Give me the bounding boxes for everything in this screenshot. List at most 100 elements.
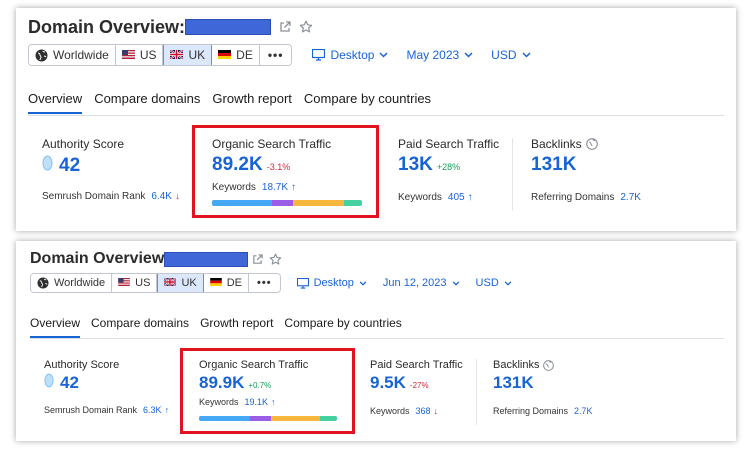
de-flag-icon <box>218 48 232 62</box>
db-uk-label: UK <box>181 277 197 289</box>
external-link-icon[interactable] <box>279 21 291 33</box>
paid-keywords-arrow: ↑ <box>467 192 473 203</box>
device-dropdown[interactable]: Desktop <box>312 48 388 62</box>
db-us-label: US <box>135 277 151 289</box>
paid-traffic-card: Paid Search Traffic 13K +28% Keywords 40… <box>398 137 499 203</box>
db-de-label: DE <box>226 277 242 289</box>
organic-keywords-arrow: ↑ <box>291 182 297 193</box>
domain-rank-row: Semrush Domain Rank 6.3K ↑ <box>44 405 169 415</box>
backlinks-label: Backlinks <box>493 359 540 371</box>
backlinks-value[interactable]: 131K <box>493 373 534 392</box>
traffic-distribution-bar[interactable] <box>212 200 362 206</box>
traffic-distribution-bar[interactable] <box>199 416 337 421</box>
db-us[interactable]: US <box>112 274 158 292</box>
currency-dropdown[interactable]: USD <box>491 48 531 62</box>
db-us[interactable]: US <box>115 45 164 65</box>
domain-rank-label: Semrush Domain Rank <box>42 191 146 202</box>
db-de[interactable]: DE <box>212 45 260 65</box>
paid-keywords-row: Keywords 368 ↓ <box>370 406 463 416</box>
traffic-bar-segment <box>293 200 344 206</box>
tab-bar: Overview Compare domains Growth report C… <box>30 316 402 338</box>
more-databases-button[interactable]: ••• <box>249 274 280 292</box>
referring-domains-value[interactable]: 2.7K <box>574 406 593 416</box>
tab-growth-report[interactable]: Growth report <box>212 91 292 106</box>
metric-divider <box>512 138 513 210</box>
tab-overview[interactable]: Overview <box>30 316 81 338</box>
paid-keywords-value[interactable]: 368 <box>415 406 431 416</box>
backlinks-label-row: Backlinks <box>531 137 641 151</box>
domain-rank-label: Semrush Domain Rank <box>44 405 138 415</box>
paid-traffic-value[interactable]: 13K <box>398 154 433 175</box>
referring-domains-label: Referring Domains <box>531 192 615 203</box>
traffic-bar-segment <box>320 416 337 421</box>
db-worldwide[interactable]: Worldwide <box>29 45 116 65</box>
domain-overview-panel-may: Domain Overview: Worldwide US UK <box>16 8 736 231</box>
de-flag-icon <box>209 277 222 289</box>
highlight-box <box>180 348 355 434</box>
monitor-icon <box>312 49 326 61</box>
currency-label: USD <box>475 277 499 289</box>
authority-score-label: Authority Score <box>44 359 120 371</box>
db-uk[interactable]: UK <box>163 45 213 65</box>
domain-rank-arrow: ↓ <box>174 191 180 202</box>
organic-keywords-row: Keywords 19.1K ↑ <box>199 397 308 407</box>
tab-growth-report[interactable]: Growth report <box>200 316 274 330</box>
paid-keywords-label: Keywords <box>398 192 442 203</box>
organic-traffic-value[interactable]: 89.9K <box>199 373 245 392</box>
device-dropdown[interactable]: Desktop <box>296 277 367 289</box>
paid-keywords-row: Keywords 405 ↑ <box>398 192 499 203</box>
tab-compare-domains[interactable]: Compare domains <box>94 91 201 106</box>
paid-traffic-delta: -27% <box>409 381 429 390</box>
organic-keywords-value[interactable]: 18.7K <box>261 182 289 193</box>
authority-score-value[interactable]: 42 <box>59 155 81 176</box>
organic-keywords-value[interactable]: 19.1K <box>244 397 269 407</box>
redacted-domain <box>164 251 249 267</box>
us-flag-icon <box>118 277 130 289</box>
star-icon[interactable] <box>299 20 313 34</box>
tab-compare-by-countries[interactable]: Compare by countries <box>284 316 402 330</box>
tab-compare-by-countries[interactable]: Compare by countries <box>303 91 432 106</box>
db-worldwide[interactable]: Worldwide <box>31 274 113 292</box>
organic-keywords-row: Keywords 18.7K ↑ <box>212 182 331 193</box>
globe-icon <box>35 49 48 62</box>
info-globe-icon[interactable] <box>585 138 598 150</box>
database-selector: Worldwide US UK DE ••• <box>28 44 293 66</box>
date-dropdown[interactable]: May 2023 <box>406 48 473 62</box>
backlinks-value[interactable]: 131K <box>531 154 577 175</box>
tab-underline-divider <box>30 338 724 339</box>
domain-overview-panel-jun: Domain Overview Worldwide US UK <box>16 241 736 441</box>
tab-compare-domains[interactable]: Compare domains <box>91 316 190 330</box>
chevron-down-icon <box>379 52 388 58</box>
info-globe-icon[interactable] <box>543 359 555 371</box>
backlinks-label: Backlinks <box>531 137 582 151</box>
backlinks-label-row: Backlinks <box>493 359 593 371</box>
traffic-bar-segment <box>272 200 293 206</box>
authority-score-value[interactable]: 42 <box>60 373 79 392</box>
title-row: Domain Overview: <box>28 16 313 38</box>
organic-traffic-value[interactable]: 89.2K <box>212 154 263 175</box>
paid-traffic-value[interactable]: 9.5K <box>370 373 406 392</box>
date-dropdown[interactable]: Jun 12, 2023 <box>383 277 460 289</box>
tab-underline-divider <box>28 115 724 116</box>
paid-keywords-value[interactable]: 405 <box>447 192 465 203</box>
organic-keywords-label: Keywords <box>199 397 239 407</box>
db-uk[interactable]: UK <box>157 274 204 292</box>
domain-rank-value[interactable]: 6.4K <box>151 191 172 202</box>
referring-domains-value[interactable]: 2.7K <box>620 192 641 203</box>
authority-score-label: Authority Score <box>42 137 125 151</box>
paid-traffic-card: Paid Search Traffic 9.5K -27% Keywords 3… <box>370 359 463 416</box>
currency-dropdown[interactable]: USD <box>476 277 512 289</box>
tab-overview[interactable]: Overview <box>28 91 83 114</box>
highlight-box <box>192 125 379 218</box>
db-de[interactable]: DE <box>203 274 249 292</box>
chevron-down-icon <box>464 52 473 58</box>
db-worldwide-label: Worldwide <box>53 48 109 62</box>
filter-bar: Worldwide US UK DE ••• Desktop May 2023 <box>28 44 531 66</box>
chevron-down-icon <box>521 52 531 58</box>
device-label: Desktop <box>313 277 354 289</box>
domain-rank-value[interactable]: 6.3K <box>143 405 162 415</box>
domain-rank-row: Semrush Domain Rank 6.4K ↓ <box>42 191 180 202</box>
external-link-icon[interactable] <box>252 253 263 265</box>
star-icon[interactable] <box>269 253 282 266</box>
more-databases-button[interactable]: ••• <box>259 45 292 65</box>
